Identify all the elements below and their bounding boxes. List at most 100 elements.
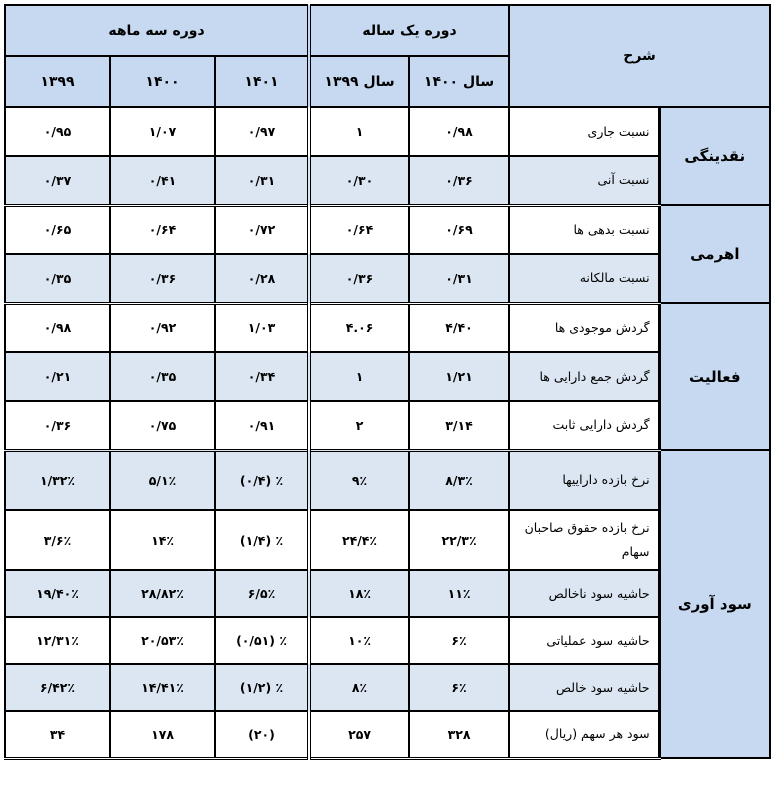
cell-q-1401: ٪ (۱/۲) <box>214 663 311 712</box>
table-row: حاشیه سود ناخالص ۱۱٪ ۱۸٪ ۶/۵٪ ۲۸/۸۲٪ ۱۹/۴۰٪ <box>3 569 770 618</box>
table-row: گردش دارایی ثابت ۳/۱۴ ۲ ۰/۹۱ ۰/۷۵ ۰/۳۶ <box>3 400 770 452</box>
cell-q-1400: ۱۴٪ <box>109 509 217 571</box>
col-header-q-1401: ۱۴۰۱ <box>214 55 311 108</box>
cell-q-1401: ۰/۷۲ <box>214 204 311 255</box>
cell-q-1400: ۱/۰۷ <box>109 106 217 157</box>
row-label: نسبت مالکانه <box>508 253 661 305</box>
cell-year-1400: ۴/۴۰ <box>408 302 511 353</box>
group-label: نقدینگی <box>657 106 772 206</box>
cell-year-1400: ۶٪ <box>408 663 511 712</box>
annual-period-header: دوره یک ساله <box>307 4 511 57</box>
cell-year-1400: ۱۱٪ <box>408 569 511 618</box>
quarterly-period-header: دوره سه ماهه <box>3 4 311 57</box>
cell-year-1399: ۰/۶۴ <box>307 204 411 255</box>
cell-q-1400: ۰/۳۶ <box>109 253 217 305</box>
cell-year-1399: ۱۸٪ <box>307 569 411 618</box>
cell-q-1399: ۱۹/۴۰٪ <box>3 569 112 618</box>
row-label: سود هر سهم (ریال) <box>508 710 661 760</box>
cell-q-1399: ۶/۴۲٪ <box>3 663 112 712</box>
cell-q-1400: ۱۷۸ <box>109 710 217 760</box>
row-label: گردش دارایی ثابت <box>508 400 661 452</box>
cell-year-1400: ۶٪ <box>408 616 511 665</box>
cell-q-1399: ۰/۳۵ <box>3 253 112 305</box>
cell-year-1400: ۰/۹۸ <box>408 106 511 157</box>
table-row: حاشیه سود خالص ۶٪ ۸٪ ٪ (۱/۲) ۱۴/۴۱٪ ۶/۴۲٪ <box>3 663 770 712</box>
cell-q-1401: ۶/۵٪ <box>214 569 311 618</box>
cell-year-1400: ۰/۳۱ <box>408 253 511 305</box>
cell-q-1400: ۰/۶۴ <box>109 204 217 255</box>
cell-q-1400: ۰/۹۲ <box>109 302 217 353</box>
row-label: گردش جمع دارایی ها <box>508 351 661 402</box>
table-row: گردش جمع دارایی ها ۱/۲۱ ۱ ۰/۳۴ ۰/۳۵ ۰/۲۱ <box>3 351 770 402</box>
col-header-q-1399: ۱۳۹۹ <box>3 55 112 108</box>
table-row: نقدینگی نسبت جاری ۰/۹۸ ۱ ۰/۹۷ ۱/۰۷ ۰/۹۵ <box>3 106 772 206</box>
cell-year-1399: ۱۰٪ <box>307 616 411 665</box>
description-header: شرح <box>508 4 772 108</box>
row-label: نرخ بازده داراییها <box>508 449 661 511</box>
cell-q-1399: ۳۴ <box>3 710 112 760</box>
group-label: سود آوری <box>657 449 772 759</box>
table-row: نسبت مالکانه ۰/۳۱ ۰/۳۶ ۰/۲۸ ۰/۳۶ ۰/۳۵ <box>3 253 770 305</box>
table-row: نرخ بازده حقوق صاحبان سهام ۲۲/۳٪ ۲۴/۴٪ ٪ (۱… <box>3 509 770 571</box>
cell-year-1400: ۰/۳۶ <box>408 155 511 207</box>
table-row: سود هر سهم (ریال) ۳۲۸ ۲۵۷ (۲۰) ۱۷۸ ۳۴ <box>3 710 770 760</box>
cell-year-1399: ۴.۰۶ <box>307 302 411 353</box>
row-label: نسبت بدهی ها <box>508 204 661 255</box>
col-header-q-1400: ۱۴۰۰ <box>109 55 217 108</box>
cell-year-1400: ۲۲/۳٪ <box>408 509 511 571</box>
cell-q-1399: ۰/۹۸ <box>3 302 112 353</box>
row-label: حاشیه سود ناخالص <box>508 569 661 618</box>
cell-q-1400: ۵/۱٪ <box>109 449 217 511</box>
cell-year-1399: ۱ <box>307 106 411 157</box>
cell-q-1401: ٪ (۰/۵۱) <box>214 616 311 665</box>
cell-q-1401: ۰/۹۷ <box>214 106 311 157</box>
cell-q-1399: ۰/۹۵ <box>3 106 112 157</box>
table-row: حاشیه سود عملیاتی ۶٪ ۱۰٪ ٪ (۰/۵۱) ۲۰/۵۳٪ ۱۲/۳… <box>3 616 770 665</box>
cell-q-1401: ۰/۲۸ <box>214 253 311 305</box>
table-row: نسبت آنی ۰/۳۶ ۰/۳۰ ۰/۳۱ ۰/۴۱ ۰/۳۷ <box>3 155 770 207</box>
group-label: فعالیت <box>657 302 772 451</box>
cell-q-1401: ۰/۳۴ <box>214 351 311 402</box>
cell-q-1401: ٪ (۰/۴) <box>214 449 311 511</box>
cell-q-1399: ۰/۳۶ <box>3 400 112 452</box>
cell-q-1400: ۰/۴۱ <box>109 155 217 207</box>
cell-q-1399: ۱/۳۲٪ <box>3 449 112 511</box>
row-label: حاشیه سود عملیاتی <box>508 616 661 665</box>
table-body: نقدینگی نسبت جاری ۰/۹۸ ۱ ۰/۹۷ ۱/۰۷ ۰/۹۵ نسبت آن… <box>3 106 772 760</box>
col-header-year-1400: سال ۱۴۰۰ <box>408 55 511 108</box>
cell-year-1400: ۳۲۸ <box>408 710 511 760</box>
cell-q-1401: (۲۰) <box>214 710 311 760</box>
financial-ratios-table: شرح دوره یک ساله دوره سه ماهه سال ۱۴۰۰ س… <box>3 4 772 760</box>
table-row: اهرمی نسبت بدهی ها ۰/۶۹ ۰/۶۴ ۰/۷۲ ۰/۶۴ ۰/۶۵ <box>3 204 772 304</box>
cell-q-1400: ۰/۳۵ <box>109 351 217 402</box>
cell-q-1400: ۲۸/۸۲٪ <box>109 569 217 618</box>
cell-q-1399: ۰/۶۵ <box>3 204 112 255</box>
row-label: گردش موجودی ها <box>508 302 661 353</box>
cell-year-1399: ۲ <box>307 400 411 452</box>
group-label: اهرمی <box>657 204 772 304</box>
cell-year-1399: ۹٪ <box>307 449 411 511</box>
cell-year-1399: ۰/۳۰ <box>307 155 411 207</box>
cell-year-1400: ۳/۱۴ <box>408 400 511 452</box>
cell-year-1399: ۲۴/۴٪ <box>307 509 411 571</box>
cell-year-1400: ۱/۲۱ <box>408 351 511 402</box>
cell-q-1401: ۰/۳۱ <box>214 155 311 207</box>
row-label: حاشیه سود خالص <box>508 663 661 712</box>
col-header-year-1399: سال ۱۳۹۹ <box>307 55 411 108</box>
cell-year-1399: ۸٪ <box>307 663 411 712</box>
cell-q-1401: ۱/۰۳ <box>214 302 311 353</box>
cell-q-1399: ۳/۶٪ <box>3 509 112 571</box>
cell-q-1399: ۰/۳۷ <box>3 155 112 207</box>
cell-year-1399: ۲۵۷ <box>307 710 411 760</box>
cell-q-1399: ۱۲/۳۱٪ <box>3 616 112 665</box>
cell-year-1400: ۰/۶۹ <box>408 204 511 255</box>
row-label: نرخ بازده حقوق صاحبان سهام <box>508 509 661 571</box>
cell-q-1401: ٪ (۱/۴) <box>214 509 311 571</box>
table-row: سود آوری نرخ بازده داراییها ۸/۳٪ ۹٪ ٪ (۰/۴) ۵… <box>3 449 772 759</box>
table-row: فعالیت گردش موجودی ها ۴/۴۰ ۴.۰۶ ۱/۰۳ ۰/۹۲ ۰/۹۸ <box>3 302 772 451</box>
row-label: نسبت آنی <box>508 155 661 207</box>
cell-year-1399: ۱ <box>307 351 411 402</box>
cell-q-1400: ۲۰/۵۳٪ <box>109 616 217 665</box>
row-label: نسبت جاری <box>508 106 661 157</box>
cell-q-1400: ۱۴/۴۱٪ <box>109 663 217 712</box>
